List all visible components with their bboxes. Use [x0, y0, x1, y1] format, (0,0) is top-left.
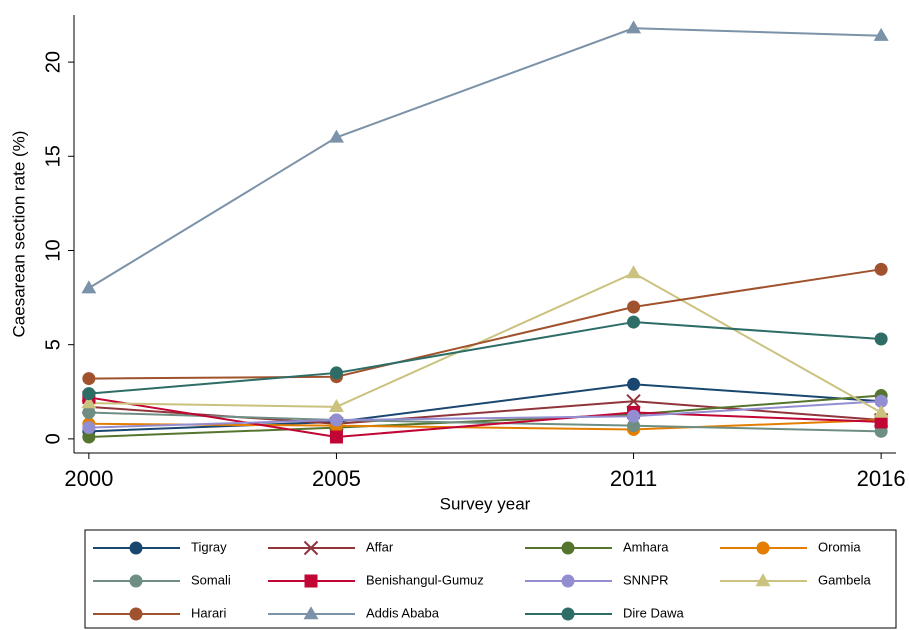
data-point	[329, 430, 343, 444]
legend-label: Addis Ababa	[366, 605, 440, 620]
series-line	[88, 394, 882, 438]
x-tick-label: 2005	[312, 466, 361, 491]
legend-marker	[756, 541, 770, 555]
data-point	[82, 372, 96, 386]
data-point	[874, 415, 888, 429]
data-point	[874, 332, 888, 346]
legend-marker	[129, 541, 143, 555]
data-point	[627, 409, 641, 423]
y-tick-label: 15	[42, 145, 64, 167]
series-line	[88, 268, 882, 380]
data-point	[627, 315, 641, 329]
data-point	[626, 20, 642, 34]
data-point	[81, 395, 97, 409]
legend-label: Gambela	[818, 572, 872, 587]
y-tick-label: 20	[42, 51, 64, 73]
data-point	[626, 393, 641, 409]
data-point	[81, 280, 97, 294]
data-point	[874, 262, 888, 276]
legend-marker	[304, 574, 318, 588]
legend-label: Tigray	[191, 539, 227, 554]
legend-label: Amhara	[623, 539, 669, 554]
data-point	[874, 394, 888, 408]
legend-marker	[129, 607, 143, 621]
y-axis-label: Caesarean section rate (%)	[9, 131, 28, 338]
legend-label: Affar	[366, 539, 394, 554]
legend-marker	[303, 540, 319, 556]
x-tick-label: 2011	[610, 466, 657, 491]
legend-marker	[755, 573, 771, 587]
series-line	[88, 27, 882, 290]
data-point	[329, 413, 343, 427]
legend-label: Oromia	[818, 539, 861, 554]
legend-marker	[129, 574, 143, 588]
legend-marker	[561, 607, 575, 621]
data-point	[627, 300, 641, 314]
x-tick-label: 2000	[64, 466, 113, 491]
data-point	[328, 399, 344, 413]
y-tick-label: 0	[42, 433, 64, 444]
legend-label: Dire Dawa	[623, 605, 684, 620]
legend-label: Somali	[191, 572, 231, 587]
x-axis-label: Survey year	[440, 494, 531, 513]
y-tick-label: 5	[42, 339, 64, 350]
data-point	[82, 387, 96, 401]
legend-label: Benishangul-Gumuz	[366, 572, 484, 587]
x-tick-label: 2016	[857, 466, 906, 491]
legend-box	[84, 529, 897, 629]
data-point	[873, 27, 889, 41]
data-point	[329, 366, 343, 380]
data-point	[82, 405, 96, 419]
series-line	[88, 321, 882, 395]
legend-label: Harari	[191, 605, 227, 620]
data-point	[328, 129, 344, 143]
data-point	[627, 377, 641, 391]
legend-marker	[561, 541, 575, 555]
series-line	[88, 396, 882, 438]
data-point	[626, 265, 642, 279]
y-tick-label: 10	[42, 239, 64, 261]
data-point	[82, 430, 96, 444]
legend-marker	[561, 574, 575, 588]
legend-marker	[303, 606, 319, 620]
series-line	[88, 271, 882, 414]
data-point	[82, 421, 96, 435]
legend-label: SNNPR	[623, 572, 669, 587]
data-point	[627, 419, 641, 433]
data-point	[873, 404, 889, 418]
series-line	[88, 400, 882, 429]
series-line	[88, 383, 882, 433]
